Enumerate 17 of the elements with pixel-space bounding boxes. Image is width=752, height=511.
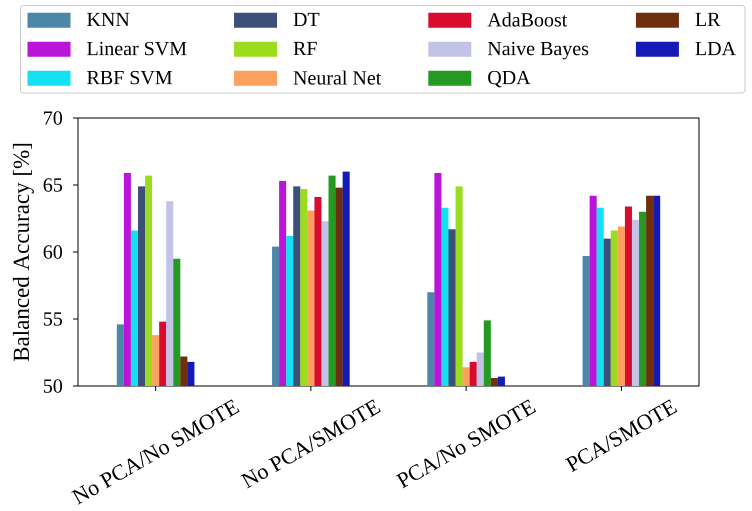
legend-label: LDA: [695, 42, 736, 56]
y-tick-label: 65: [44, 178, 62, 192]
y-tick-label: 50: [44, 379, 62, 393]
legend-label: Naive Bayes: [488, 42, 588, 60]
y-tick-label: 55: [44, 312, 62, 326]
legend-label: Neural Net: [294, 70, 382, 85]
y-tick-label: 60: [44, 245, 62, 259]
y-axis-title: Balanced Accuracy [%]: [12, 144, 34, 362]
legend-label: LR: [695, 12, 720, 26]
legend-label: AdaBoost: [487, 12, 568, 27]
legend-label: RF: [294, 42, 317, 56]
y-tick-label: 70: [44, 111, 62, 125]
legend-label: RBF SVM: [87, 70, 172, 84]
legend-label: DT: [294, 12, 320, 26]
legend-label: QDA: [488, 70, 530, 88]
legend-label: KNN: [87, 12, 130, 26]
legend-label: Linear SVM: [87, 42, 186, 56]
